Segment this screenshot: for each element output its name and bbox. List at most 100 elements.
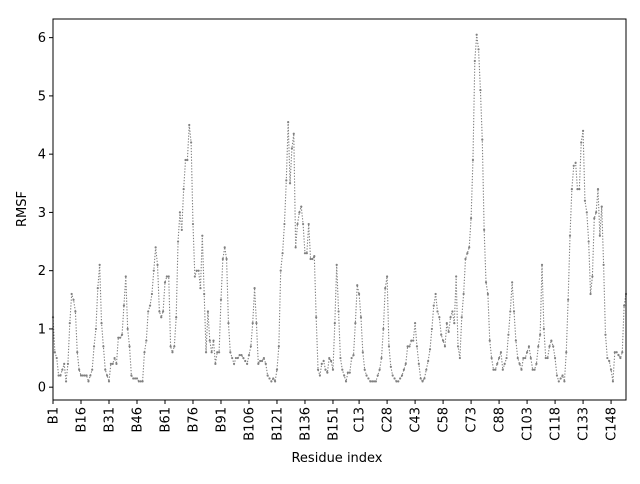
data-point (522, 356, 525, 360)
data-point (236, 356, 239, 360)
data-point (404, 362, 407, 365)
data-point (294, 246, 297, 249)
data-point (512, 310, 516, 313)
y-tick-label: 3 (38, 206, 46, 221)
data-point (201, 234, 204, 237)
data-point (173, 345, 176, 348)
data-point (128, 345, 131, 348)
data-point (540, 263, 544, 266)
data-point (445, 322, 448, 325)
data-point (380, 356, 383, 360)
data-point (469, 217, 473, 220)
data-point (229, 351, 232, 354)
data-point (302, 222, 305, 226)
data-point (609, 368, 613, 371)
data-point (307, 222, 310, 226)
data-point (576, 188, 579, 191)
data-point (427, 359, 430, 363)
data-point (72, 298, 75, 301)
data-point (550, 339, 553, 342)
data-point (520, 368, 523, 371)
data-point (111, 362, 114, 365)
data-point (275, 368, 279, 371)
data-point (606, 356, 609, 360)
x-tick-label: B61 (158, 407, 173, 432)
data-point (385, 275, 389, 278)
data-point (333, 322, 336, 325)
data-point (68, 322, 71, 325)
data-point (531, 368, 534, 371)
data-point (296, 222, 299, 226)
data-point (61, 368, 64, 371)
data-point (300, 205, 303, 208)
data-point (387, 345, 391, 348)
data-point (184, 158, 187, 162)
data-point (162, 310, 165, 313)
data-point (311, 257, 314, 261)
data-point (154, 246, 157, 249)
data-point (425, 368, 428, 371)
data-point (346, 371, 349, 374)
data-point (240, 354, 243, 357)
data-point (552, 345, 555, 348)
data-point (497, 356, 501, 360)
data-point (423, 377, 426, 380)
data-point (199, 287, 202, 290)
data-point (251, 322, 254, 325)
data-point (339, 356, 342, 360)
data-point (598, 234, 601, 237)
data-point (475, 33, 478, 36)
data-point (290, 147, 294, 150)
data-point (244, 359, 247, 363)
data-point (456, 345, 460, 348)
data-point (455, 275, 458, 278)
data-point (462, 292, 465, 296)
data-point (102, 345, 105, 348)
data-point (546, 356, 549, 360)
data-point (490, 356, 493, 360)
data-point (232, 362, 236, 365)
data-point (109, 362, 112, 365)
data-point (188, 123, 191, 127)
data-point (436, 310, 439, 313)
data-point (389, 365, 392, 368)
data-point (580, 141, 583, 144)
data-point (203, 292, 206, 296)
data-point (570, 188, 573, 191)
data-point (246, 362, 249, 365)
data-point (548, 345, 551, 348)
data-point (115, 362, 118, 365)
data-point (326, 371, 329, 374)
data-point (591, 275, 594, 278)
data-point (113, 356, 116, 360)
data-point (55, 356, 58, 360)
data-point (600, 205, 603, 208)
data-point (180, 228, 183, 231)
data-point (341, 368, 344, 371)
data-point (134, 377, 137, 380)
data-point (223, 246, 226, 249)
data-point (219, 298, 223, 301)
data-point (143, 351, 146, 354)
data-point (615, 351, 618, 354)
data-point (238, 354, 241, 357)
y-axis-label: RMSF (15, 191, 30, 227)
data-point (529, 356, 532, 360)
data-point (242, 356, 245, 360)
data-point (163, 281, 167, 284)
data-point (507, 333, 510, 336)
data-point (208, 339, 211, 342)
data-point (234, 356, 238, 360)
data-point (518, 362, 521, 365)
data-point (557, 380, 560, 383)
data-point (331, 368, 335, 371)
x-tick-label: C118 (549, 407, 564, 441)
data-point (262, 356, 266, 360)
data-point (535, 362, 538, 365)
data-point (458, 356, 461, 360)
data-point (574, 161, 577, 164)
x-tick-label: C43 (409, 407, 424, 433)
x-tick-label: C13 (353, 407, 368, 433)
data-point (225, 257, 228, 261)
